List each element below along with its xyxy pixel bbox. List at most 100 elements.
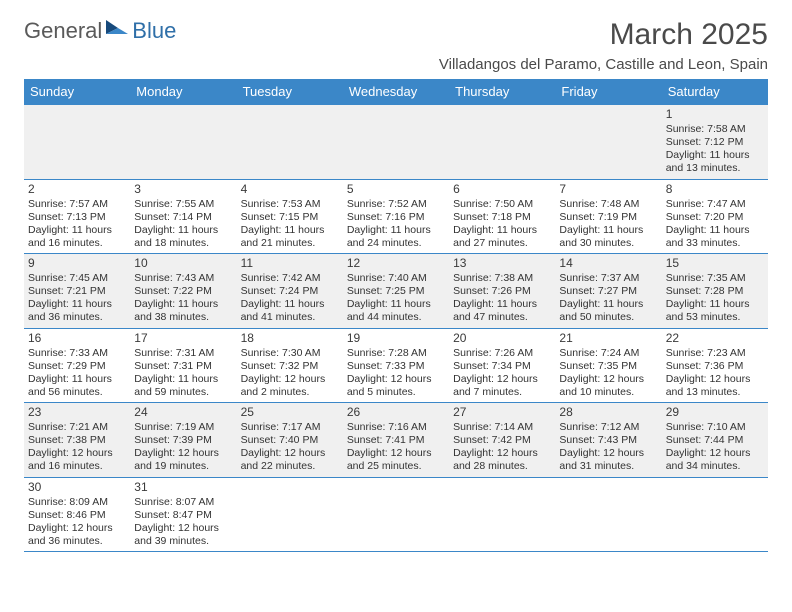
cell-text: Sunrise: 7:50 AM [453, 198, 551, 211]
cell-text: Sunrise: 7:23 AM [666, 347, 764, 360]
cell-text: Sunrise: 7:45 AM [28, 272, 126, 285]
day-number: 24 [134, 405, 232, 420]
day-number: 18 [241, 331, 339, 346]
cell-text: Sunset: 7:28 PM [666, 285, 764, 298]
cell-text: Daylight: 12 hours [28, 447, 126, 460]
cell-text: Daylight: 11 hours [666, 149, 764, 162]
header: General Blue March 2025 Villadangos del … [24, 18, 768, 73]
cell-text: and 27 minutes. [453, 237, 551, 250]
calendar-body: 1Sunrise: 7:58 AMSunset: 7:12 PMDaylight… [24, 105, 768, 552]
day-number: 9 [28, 256, 126, 271]
cell-text: Daylight: 12 hours [134, 522, 232, 535]
cell-text: Sunset: 7:25 PM [347, 285, 445, 298]
calendar-cell: 16Sunrise: 7:33 AMSunset: 7:29 PMDayligh… [24, 328, 130, 403]
calendar-cell: 24Sunrise: 7:19 AMSunset: 7:39 PMDayligh… [130, 403, 236, 478]
calendar-cell: 25Sunrise: 7:17 AMSunset: 7:40 PMDayligh… [237, 403, 343, 478]
cell-text: Daylight: 11 hours [28, 224, 126, 237]
calendar-cell [449, 105, 555, 180]
cell-text: Daylight: 11 hours [347, 224, 445, 237]
cell-text: Sunrise: 7:55 AM [134, 198, 232, 211]
calendar-week: 30Sunrise: 8:09 AMSunset: 8:46 PMDayligh… [24, 477, 768, 552]
day-number: 6 [453, 182, 551, 197]
day-number: 30 [28, 480, 126, 495]
calendar-cell: 9Sunrise: 7:45 AMSunset: 7:21 PMDaylight… [24, 254, 130, 329]
cell-text: and 10 minutes. [559, 386, 657, 399]
day-number: 20 [453, 331, 551, 346]
cell-text: Sunset: 7:41 PM [347, 434, 445, 447]
calendar-cell: 10Sunrise: 7:43 AMSunset: 7:22 PMDayligh… [130, 254, 236, 329]
day-number: 11 [241, 256, 339, 271]
cell-text: and 44 minutes. [347, 311, 445, 324]
cell-text: Sunrise: 7:58 AM [666, 123, 764, 136]
cell-text: Sunset: 7:44 PM [666, 434, 764, 447]
cell-text: Sunset: 7:18 PM [453, 211, 551, 224]
day-header: Wednesday [343, 79, 449, 105]
cell-text: Sunrise: 7:19 AM [134, 421, 232, 434]
cell-text: Daylight: 11 hours [241, 224, 339, 237]
day-number: 3 [134, 182, 232, 197]
calendar-cell: 2Sunrise: 7:57 AMSunset: 7:13 PMDaylight… [24, 179, 130, 254]
day-number: 7 [559, 182, 657, 197]
cell-text: and 59 minutes. [134, 386, 232, 399]
cell-text: and 16 minutes. [28, 237, 126, 250]
day-number: 12 [347, 256, 445, 271]
cell-text: Sunset: 7:24 PM [241, 285, 339, 298]
cell-text: and 22 minutes. [241, 460, 339, 473]
cell-text: Sunset: 7:40 PM [241, 434, 339, 447]
calendar-cell: 12Sunrise: 7:40 AMSunset: 7:25 PMDayligh… [343, 254, 449, 329]
cell-text: Daylight: 11 hours [28, 373, 126, 386]
cell-text: Daylight: 11 hours [241, 298, 339, 311]
calendar-cell: 31Sunrise: 8:07 AMSunset: 8:47 PMDayligh… [130, 477, 236, 552]
cell-text: Sunrise: 7:21 AM [28, 421, 126, 434]
cell-text: Sunrise: 7:10 AM [666, 421, 764, 434]
cell-text: Sunrise: 7:35 AM [666, 272, 764, 285]
cell-text: and 13 minutes. [666, 162, 764, 175]
day-number: 1 [666, 107, 764, 122]
cell-text: Sunrise: 7:38 AM [453, 272, 551, 285]
cell-text: Sunrise: 7:42 AM [241, 272, 339, 285]
day-number: 26 [347, 405, 445, 420]
cell-text: and 36 minutes. [28, 311, 126, 324]
cell-text: Sunrise: 7:30 AM [241, 347, 339, 360]
calendar-cell: 19Sunrise: 7:28 AMSunset: 7:33 PMDayligh… [343, 328, 449, 403]
cell-text: Sunset: 7:32 PM [241, 360, 339, 373]
cell-text: Sunrise: 7:31 AM [134, 347, 232, 360]
cell-text: Sunrise: 8:07 AM [134, 496, 232, 509]
cell-text: and 24 minutes. [347, 237, 445, 250]
cell-text: Daylight: 12 hours [241, 447, 339, 460]
day-number: 13 [453, 256, 551, 271]
cell-text: Sunrise: 7:14 AM [453, 421, 551, 434]
cell-text: Sunset: 7:43 PM [559, 434, 657, 447]
calendar-cell: 30Sunrise: 8:09 AMSunset: 8:46 PMDayligh… [24, 477, 130, 552]
page-title: March 2025 [439, 18, 768, 52]
cell-text: Daylight: 12 hours [134, 447, 232, 460]
cell-text: and 50 minutes. [559, 311, 657, 324]
cell-text: Sunrise: 7:24 AM [559, 347, 657, 360]
cell-text: Sunrise: 7:26 AM [453, 347, 551, 360]
calendar-cell [555, 105, 661, 180]
day-header: Thursday [449, 79, 555, 105]
calendar-week: 16Sunrise: 7:33 AMSunset: 7:29 PMDayligh… [24, 328, 768, 403]
calendar-cell: 4Sunrise: 7:53 AMSunset: 7:15 PMDaylight… [237, 179, 343, 254]
calendar-cell: 20Sunrise: 7:26 AMSunset: 7:34 PMDayligh… [449, 328, 555, 403]
cell-text: Sunrise: 7:57 AM [28, 198, 126, 211]
day-header: Sunday [24, 79, 130, 105]
calendar-week: 2Sunrise: 7:57 AMSunset: 7:13 PMDaylight… [24, 179, 768, 254]
day-number: 17 [134, 331, 232, 346]
day-header: Monday [130, 79, 236, 105]
cell-text: Sunset: 7:42 PM [453, 434, 551, 447]
cell-text: Sunrise: 7:52 AM [347, 198, 445, 211]
calendar-cell: 15Sunrise: 7:35 AMSunset: 7:28 PMDayligh… [662, 254, 768, 329]
cell-text: Daylight: 11 hours [666, 298, 764, 311]
day-number: 28 [559, 405, 657, 420]
day-number: 5 [347, 182, 445, 197]
cell-text: Daylight: 11 hours [28, 298, 126, 311]
cell-text: Daylight: 11 hours [559, 224, 657, 237]
calendar-cell: 23Sunrise: 7:21 AMSunset: 7:38 PMDayligh… [24, 403, 130, 478]
cell-text: Daylight: 12 hours [28, 522, 126, 535]
cell-text: Sunset: 7:39 PM [134, 434, 232, 447]
cell-text: and 36 minutes. [28, 535, 126, 548]
cell-text: Sunrise: 7:17 AM [241, 421, 339, 434]
cell-text: Daylight: 12 hours [347, 373, 445, 386]
cell-text: Daylight: 12 hours [347, 447, 445, 460]
